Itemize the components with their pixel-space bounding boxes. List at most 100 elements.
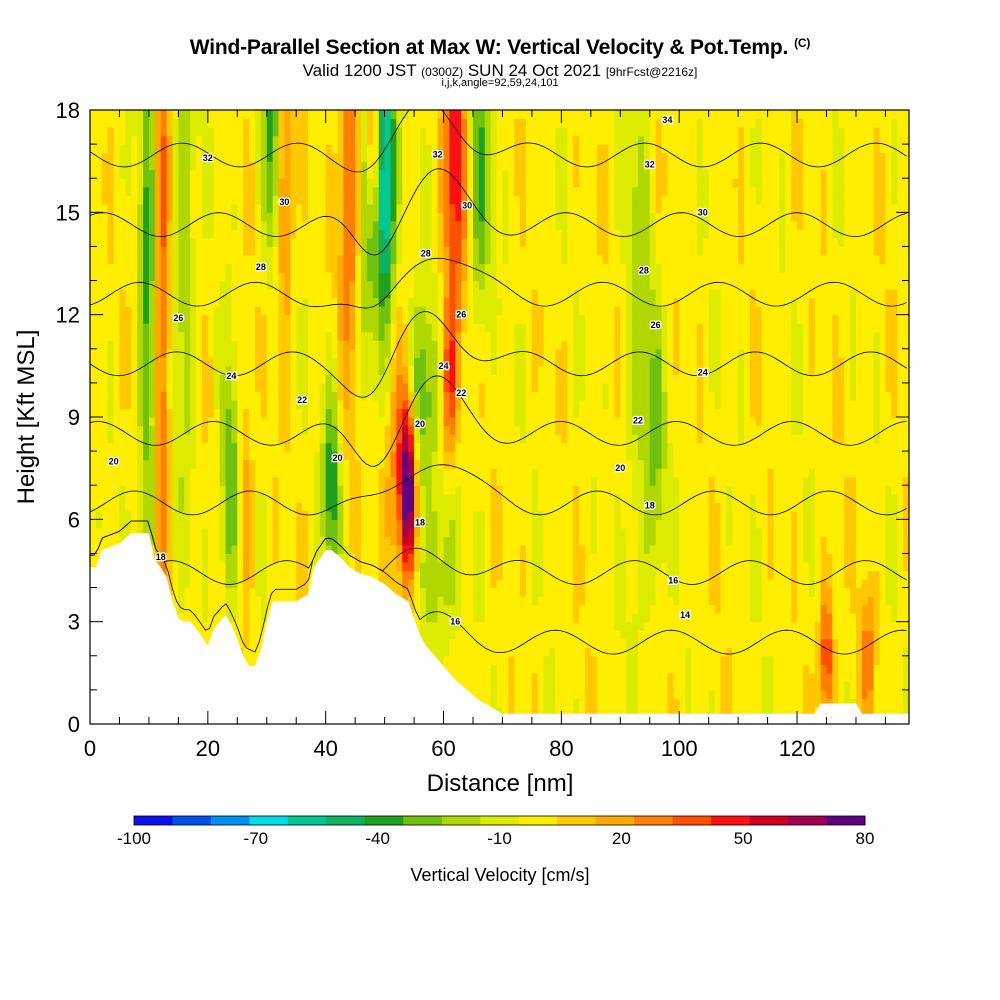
velocity-cell: [95, 391, 103, 401]
velocity-cell: [143, 237, 150, 248]
velocity-cell: [343, 135, 350, 145]
velocity-cell: [361, 297, 368, 307]
velocity-cell: [278, 587, 286, 597]
velocity-cell: [484, 314, 492, 324]
velocity-cell: [178, 544, 185, 555]
velocity-cell: [425, 348, 433, 358]
velocity-cell: [231, 118, 238, 128]
velocity-cell: [231, 110, 238, 120]
velocity-cell: [484, 357, 492, 367]
velocity-cell: [190, 604, 197, 614]
velocity-cell: [196, 272, 203, 282]
velocity-cell: [160, 340, 168, 350]
velocity-cell: [378, 314, 386, 324]
velocity-cell: [414, 561, 421, 572]
velocity-cell: [361, 280, 368, 290]
velocity-cell: [113, 476, 121, 486]
velocity-cell: [396, 314, 403, 324]
velocity-cell: [355, 408, 362, 418]
velocity-cell: [296, 459, 303, 469]
velocity-cell: [296, 229, 303, 239]
velocity-cell: [408, 263, 415, 273]
velocity-cell: [243, 399, 250, 410]
velocity-cell: [402, 289, 409, 299]
velocity-cell: [196, 468, 203, 478]
velocity-cell: [308, 118, 315, 128]
velocity-cell: [119, 510, 126, 520]
velocity-cell: [496, 655, 504, 665]
velocity-cell: [260, 246, 268, 256]
velocity-cell: [431, 306, 439, 316]
velocity-cell: [101, 229, 109, 239]
velocity-cell: [467, 161, 474, 171]
velocity-cell: [319, 527, 327, 537]
velocity-cell: [425, 536, 433, 546]
velocity-cell: [125, 493, 132, 503]
velocity-cell: [254, 280, 262, 290]
velocity-cell: [266, 178, 274, 188]
velocity-cell: [349, 561, 356, 572]
velocity-cell: [160, 459, 168, 469]
velocity-cell: [213, 289, 221, 299]
velocity-cell: [390, 417, 397, 427]
velocity-cell: [254, 237, 262, 248]
velocity-cell: [160, 314, 168, 324]
velocity-cell: [101, 169, 109, 179]
velocity-cell: [125, 408, 132, 418]
velocity-cell: [231, 263, 238, 273]
velocity-cell: [243, 127, 250, 137]
velocity-cell: [243, 110, 250, 120]
velocity-cell: [478, 442, 486, 452]
velocity-cell: [337, 527, 344, 537]
velocity-cell: [372, 161, 380, 171]
velocity-cell: [131, 161, 138, 171]
velocity-cell: [148, 127, 156, 137]
velocity-cell: [290, 297, 297, 307]
velocity-cell: [237, 246, 244, 256]
valid-date: SUN 24 Oct 2021: [467, 61, 602, 80]
velocity-cell: [184, 536, 191, 546]
velocity-cell: [207, 195, 215, 205]
velocity-cell: [490, 579, 498, 589]
velocity-cell: [90, 561, 97, 572]
velocity-cell: [260, 604, 268, 614]
velocity-cell: [484, 340, 492, 350]
velocity-cell: [219, 280, 227, 290]
velocity-cell: [196, 365, 203, 375]
velocity-cell: [455, 553, 462, 563]
velocity-cell: [484, 664, 492, 674]
velocity-cell: [278, 357, 286, 367]
velocity-cell: [478, 357, 486, 367]
velocity-cell: [101, 391, 109, 401]
velocity-cell: [260, 331, 268, 341]
velocity-cell: [237, 544, 244, 555]
velocity-cell: [172, 485, 179, 495]
velocity-cell: [390, 323, 397, 333]
velocity-cell: [219, 110, 227, 120]
velocity-cell: [414, 289, 421, 299]
velocity-cell: [231, 536, 238, 546]
velocity-cell: [408, 229, 415, 239]
velocity-cell: [408, 195, 415, 205]
velocity-cell: [378, 408, 386, 418]
velocity-cell: [249, 127, 256, 137]
velocity-cell: [243, 348, 250, 358]
velocity-cell: [278, 152, 286, 162]
velocity-cell: [472, 672, 480, 682]
velocity-cell: [343, 485, 350, 495]
velocity-cell: [378, 135, 386, 145]
velocity-cell: [296, 348, 303, 358]
velocity-cell: [137, 237, 144, 248]
velocity-cell: [478, 220, 486, 230]
velocity-cell: [337, 451, 344, 461]
velocity-cell: [160, 212, 168, 222]
velocity-cell: [414, 510, 421, 520]
velocity-cell: [467, 442, 474, 452]
velocity-cell: [131, 382, 138, 393]
velocity-cell: [449, 186, 456, 196]
velocity-cell: [113, 229, 121, 239]
velocity-cell: [355, 417, 362, 427]
velocity-cell: [490, 212, 498, 222]
velocity-cell: [272, 237, 280, 248]
velocity-cell: [378, 229, 386, 239]
